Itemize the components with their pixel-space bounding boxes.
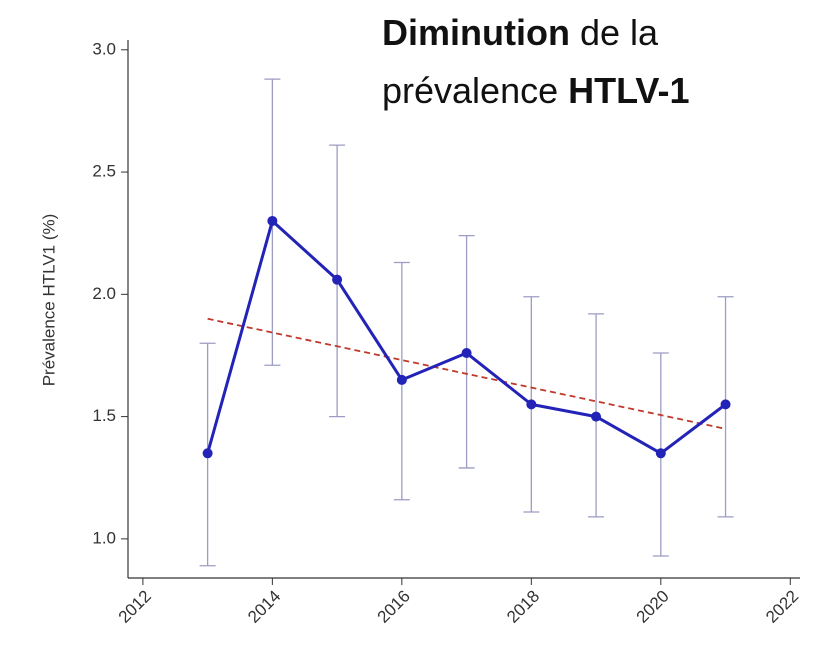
y-tick-label: 2.5: [92, 162, 116, 181]
point: [396, 374, 407, 385]
y-tick-label: 3.0: [92, 39, 116, 58]
title-part: Diminution: [382, 12, 570, 53]
point: [461, 348, 472, 359]
point: [655, 448, 666, 459]
title-part: prévalence: [382, 70, 568, 111]
chart-title: Diminution de la: [382, 12, 659, 53]
title-part: HTLV-1: [568, 70, 689, 111]
trend-line: [207, 317, 726, 430]
point: [267, 215, 278, 226]
point: [202, 448, 213, 459]
chart-title: prévalence HTLV-1: [382, 70, 689, 111]
point: [591, 411, 602, 422]
y-tick-label: 2.0: [92, 284, 116, 303]
title-part: de la: [570, 12, 659, 53]
point: [526, 399, 537, 410]
y-tick-label: 1.0: [92, 528, 116, 547]
point: [332, 274, 343, 285]
y-tick-label: 1.5: [92, 406, 116, 425]
point: [720, 399, 731, 410]
y-axis-label: Prévalence HTLV1 (%): [39, 214, 58, 387]
